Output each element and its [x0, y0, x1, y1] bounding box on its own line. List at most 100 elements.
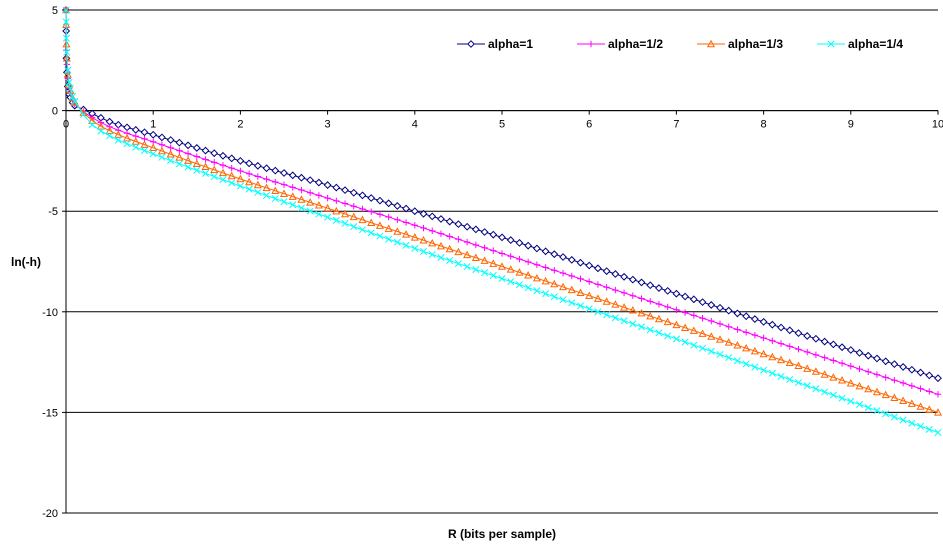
data-point	[620, 289, 628, 297]
data-point	[349, 188, 358, 197]
data-point	[324, 213, 332, 221]
data-point	[79, 111, 87, 119]
data-point	[279, 189, 289, 197]
data-point	[820, 370, 829, 378]
data-point	[663, 286, 672, 295]
data-point	[314, 178, 323, 187]
data-point	[515, 238, 524, 247]
data-point	[490, 247, 497, 254]
data-point	[829, 391, 837, 399]
data-point	[673, 306, 680, 313]
data-point	[131, 125, 140, 134]
data-point	[602, 297, 611, 305]
data-point	[672, 335, 680, 343]
data-point	[358, 226, 367, 234]
data-point	[689, 326, 698, 334]
legend-marker	[467, 40, 475, 48]
data-point	[341, 200, 349, 207]
data-point	[803, 332, 812, 340]
data-point	[881, 357, 890, 366]
data-point	[891, 377, 898, 384]
data-point	[236, 182, 244, 190]
data-point	[646, 311, 655, 320]
data-point	[271, 166, 280, 175]
data-point	[855, 381, 864, 390]
data-point	[297, 173, 306, 182]
x-tick-labels: 0 1 2 3 4 5 6 7 8 9 10	[63, 119, 943, 131]
data-point	[506, 236, 515, 244]
data-point	[916, 368, 925, 377]
data-point	[315, 192, 323, 199]
data-point	[507, 278, 515, 286]
data-point	[253, 180, 262, 189]
data-point	[593, 294, 602, 302]
data-point	[698, 298, 707, 307]
data-point	[471, 225, 480, 234]
data-point	[550, 250, 559, 259]
data-point	[838, 376, 847, 384]
data-point	[768, 369, 776, 377]
data-point	[367, 229, 375, 237]
data-point	[271, 195, 279, 203]
data-point	[926, 388, 933, 395]
data-point	[193, 153, 200, 160]
data-point	[455, 236, 462, 243]
data-point	[68, 92, 77, 101]
data-point	[393, 238, 401, 246]
data-point	[907, 365, 916, 374]
data-point	[655, 329, 663, 337]
data-point	[324, 194, 331, 202]
data-point	[628, 306, 637, 314]
data-point	[254, 188, 262, 196]
data-point	[480, 228, 489, 236]
data-point	[297, 195, 306, 203]
data-point	[803, 382, 811, 390]
data-point	[306, 176, 315, 185]
y-tick-labels: 5 0 -5 -10 -15 -20	[42, 5, 58, 520]
data-point	[106, 132, 114, 140]
data-point	[271, 186, 280, 195]
data-point	[734, 326, 741, 333]
data-point	[864, 404, 872, 412]
data-point	[323, 203, 332, 212]
data-point	[62, 34, 70, 42]
data-point	[262, 183, 271, 192]
data-point	[577, 275, 584, 283]
data-point	[715, 335, 725, 343]
data-point	[463, 263, 471, 271]
data-point	[785, 358, 794, 367]
data-point	[236, 174, 245, 183]
data-point	[872, 387, 881, 396]
data-point	[681, 338, 689, 346]
data-point	[298, 186, 305, 194]
data-point	[157, 146, 166, 155]
x-tick-label: 0	[63, 119, 69, 131]
data-point	[367, 218, 376, 226]
data-point	[202, 156, 209, 163]
data-point	[925, 425, 933, 433]
data-point	[210, 173, 218, 181]
data-point	[603, 284, 610, 291]
data-point	[376, 232, 384, 240]
gridlines	[66, 9, 938, 514]
y-tick-label: 0	[52, 106, 58, 118]
data-point	[227, 154, 236, 163]
data-point	[865, 368, 872, 375]
data-point	[612, 286, 619, 294]
y-tick-label: -10	[42, 307, 58, 319]
data-point	[63, 70, 72, 78]
data-point	[925, 405, 934, 413]
data-point	[855, 400, 864, 409]
x-tick-label: 10	[932, 119, 943, 131]
data-point	[515, 281, 523, 289]
data-point	[446, 233, 453, 240]
data-point	[637, 278, 646, 287]
data-point	[341, 209, 350, 218]
legend: alpha=1 alpha=1/2 alpha=1/3 alpha=1/4	[457, 37, 903, 51]
data-point	[585, 291, 594, 299]
data-point	[149, 150, 157, 158]
data-point	[664, 303, 671, 311]
series-line-alpha=1	[65, 9, 939, 379]
legend-label: alpha=1/4	[848, 37, 903, 51]
data-point	[158, 133, 166, 142]
